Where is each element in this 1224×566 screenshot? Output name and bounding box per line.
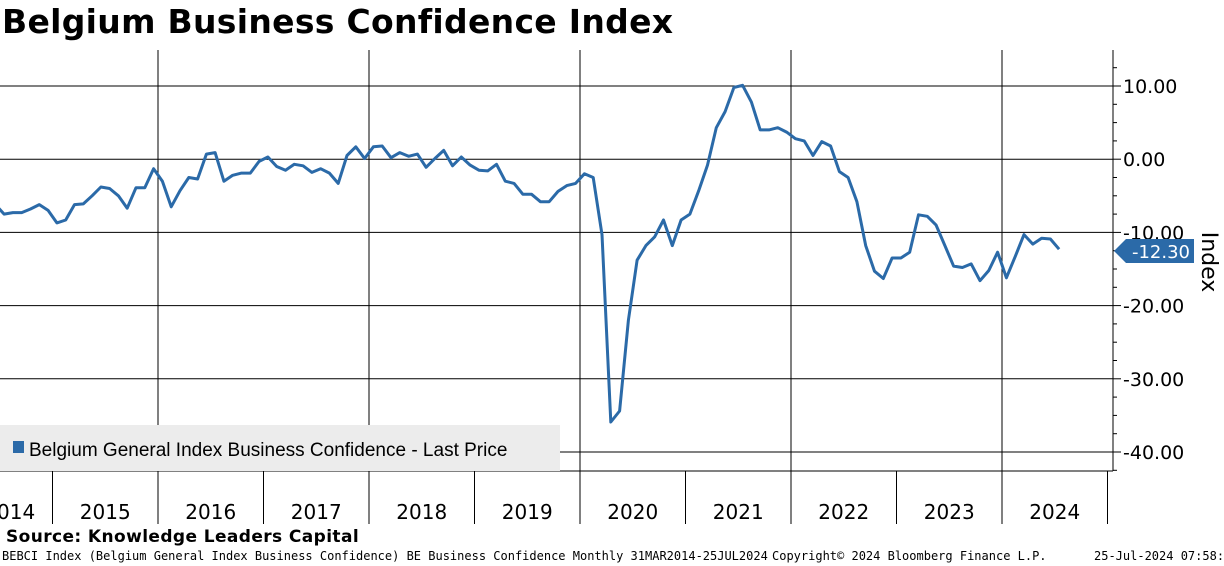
x-tick-label: 2016 [185,500,236,524]
footer-copyright: Copyright© 2024 Bloomberg Finance L.P. [772,549,1047,563]
y-tick-label: 0.00 [1123,149,1165,171]
legend-label: Belgium General Index Business Confidenc… [29,440,507,461]
legend: Belgium General Index Business Confidenc… [0,425,560,471]
series-line [0,83,1061,424]
last-value-label: -12.30 [1132,242,1190,263]
y-tick-label: -40.00 [1123,442,1184,464]
last-value-badge [1114,239,1194,263]
y-tick-label: -20.00 [1123,296,1184,318]
x-tick-label: 2018 [396,500,447,524]
y-tick-label: -10.00 [1123,222,1184,244]
last-value-tag: -12.30 [1114,239,1194,263]
x-tick-label: 2015 [80,500,131,524]
footer-timestamp: 25-Jul-2024 07:58:16 [1094,549,1224,563]
x-tick-label: 2017 [291,500,342,524]
x-tick-label: 2020 [607,500,658,524]
legend-swatch [13,441,24,453]
chart-title: Belgium Business Confidence Index [2,2,674,41]
x-tick-label: 2014 [0,500,35,524]
source-note: Source: Knowledge Leaders Capital [6,527,360,547]
series-group [0,83,1061,424]
x-tick-label: 2021 [713,500,764,524]
y-axis-label: Index [1196,232,1221,293]
x-tick-label: 2019 [502,500,553,524]
legend-background [0,425,560,471]
x-tick-label: 2024 [1029,500,1080,524]
footer-description: BEBCI Index (Belgium General Index Busin… [2,549,768,563]
y-tick-label: -30.00 [1123,369,1184,391]
x-tick-label: 2023 [924,500,975,524]
year-dividers [157,50,1003,471]
y-axis: 10.00 0.00 -10.00 -20.00 -30.00 -40.00 [0,50,1184,472]
y-tick-label: 10.00 [1123,76,1177,98]
x-tick-label: 2022 [818,500,869,524]
grid-lines [0,85,1113,453]
x-axis: 2014 2015 2016 2017 2018 2019 2020 2021 2022 2023… [0,471,1108,524]
